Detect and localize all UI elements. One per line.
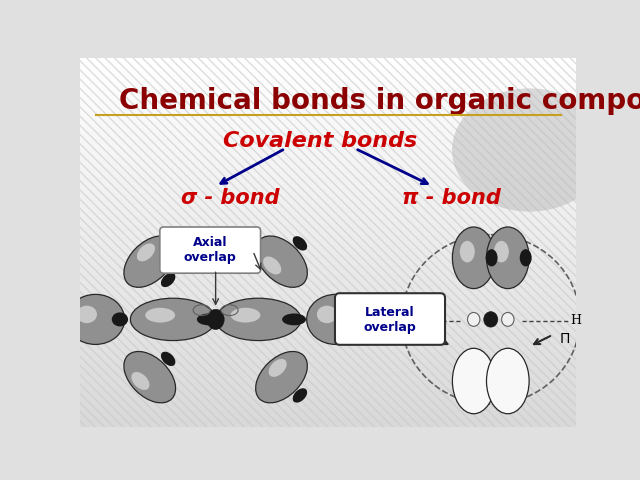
Ellipse shape <box>486 249 497 266</box>
Ellipse shape <box>452 227 495 288</box>
Ellipse shape <box>263 256 281 275</box>
Ellipse shape <box>292 236 307 251</box>
FancyBboxPatch shape <box>335 293 445 345</box>
Ellipse shape <box>460 241 475 263</box>
Ellipse shape <box>486 227 529 288</box>
Ellipse shape <box>161 273 175 287</box>
Ellipse shape <box>161 352 175 366</box>
Ellipse shape <box>269 359 287 377</box>
Ellipse shape <box>216 298 301 341</box>
Ellipse shape <box>452 88 607 212</box>
Ellipse shape <box>145 308 175 323</box>
Ellipse shape <box>230 308 260 323</box>
Ellipse shape <box>131 298 216 341</box>
Text: σ - bond: σ - bond <box>180 189 280 208</box>
Text: Covalent bonds: Covalent bonds <box>223 131 417 151</box>
Ellipse shape <box>292 388 307 403</box>
Text: Chemical bonds in organic compounds: Chemical bonds in organic compounds <box>119 87 640 115</box>
Ellipse shape <box>137 243 155 262</box>
Ellipse shape <box>520 249 532 266</box>
Ellipse shape <box>124 236 175 288</box>
Text: Lateral
overlap: Lateral overlap <box>364 306 417 334</box>
Ellipse shape <box>124 351 175 403</box>
Ellipse shape <box>486 348 529 414</box>
Ellipse shape <box>494 241 509 263</box>
Ellipse shape <box>452 348 495 414</box>
FancyBboxPatch shape <box>160 227 260 273</box>
Ellipse shape <box>255 236 307 288</box>
Text: H: H <box>571 314 582 327</box>
Text: Π: Π <box>559 332 570 346</box>
Text: Axial
overlap: Axial overlap <box>184 236 237 264</box>
Ellipse shape <box>77 306 97 323</box>
Ellipse shape <box>467 312 480 326</box>
Ellipse shape <box>67 294 125 345</box>
Ellipse shape <box>112 312 128 326</box>
Ellipse shape <box>502 312 514 326</box>
Ellipse shape <box>131 372 150 390</box>
Ellipse shape <box>197 313 221 325</box>
Text: H: H <box>400 314 411 327</box>
Ellipse shape <box>484 312 498 327</box>
Ellipse shape <box>207 310 224 329</box>
Text: Π: Π <box>412 332 422 346</box>
Ellipse shape <box>352 312 368 326</box>
Ellipse shape <box>255 351 307 403</box>
Ellipse shape <box>307 294 365 345</box>
Text: π - bond: π - bond <box>402 189 500 208</box>
Ellipse shape <box>317 306 337 323</box>
Ellipse shape <box>282 313 306 325</box>
